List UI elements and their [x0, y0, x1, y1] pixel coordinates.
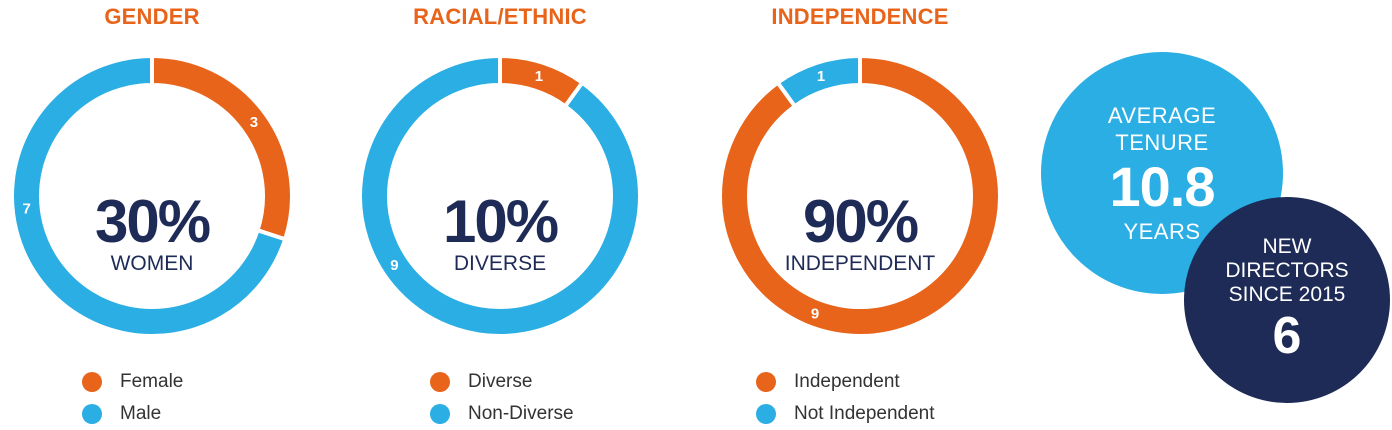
- legend-label: Not Independent: [794, 403, 935, 424]
- legend-label: Independent: [794, 371, 900, 392]
- legend-item-diverse: Diverse: [430, 366, 574, 398]
- legend-swatch: [756, 404, 776, 424]
- center-percentage: 90%: [802, 188, 919, 255]
- donut-center: 30% WOMEN: [2, 188, 302, 276]
- slice-label: 1: [817, 68, 825, 85]
- donut-slice-independent: [718, 53, 1002, 338]
- chart-title: GENDER: [104, 4, 200, 29]
- slice-label: 9: [390, 257, 398, 274]
- center-label: DIVERSE: [453, 252, 547, 275]
- center-percentage: 30%: [94, 188, 211, 255]
- legend-swatch: [430, 404, 450, 424]
- center-percentage: 10%: [442, 188, 559, 255]
- racial-ethnic-legend: Diverse Non-Diverse: [430, 366, 574, 430]
- legend-item-independent: Independent: [756, 366, 935, 398]
- legend-swatch: [430, 372, 450, 392]
- legend-label: Diverse: [468, 371, 533, 392]
- average-tenure-circle: AVERAGE TENURE 10.8 YEARS: [1041, 52, 1283, 294]
- legend-label: Male: [120, 403, 162, 424]
- donut-center: 10% DIVERSE: [350, 188, 650, 276]
- gender-donut-svg: 37: [10, 53, 294, 338]
- donut-slice-non-diverse: [358, 53, 642, 338]
- slice-label: 3: [250, 114, 258, 131]
- legend-item-non-diverse: Non-Diverse: [430, 398, 574, 430]
- directors-line3: SINCE 2015: [1228, 283, 1346, 306]
- donut-slice-male: [10, 53, 288, 338]
- legend-item-female: Female: [82, 366, 183, 398]
- center-label: INDEPENDENT: [784, 252, 936, 275]
- new-directors-circle: NEW DIRECTORS SINCE 2015 6: [1184, 197, 1390, 403]
- tenure-line1: AVERAGE: [1107, 102, 1217, 128]
- slice-label: 7: [22, 201, 30, 218]
- directors-line1: NEW: [1262, 235, 1312, 258]
- legend-label: Non-Diverse: [468, 403, 574, 424]
- tenure-unit: YEARS: [1123, 218, 1201, 244]
- donut-center: 90% INDEPENDENT: [710, 188, 1010, 276]
- directors-value: 6: [1272, 307, 1302, 365]
- independence-donut-svg: 19: [718, 53, 1002, 338]
- independence-legend: Independent Not Independent: [756, 366, 935, 430]
- center-label: WOMEN: [110, 252, 194, 275]
- legend-swatch: [82, 372, 102, 392]
- tenure-line2: TENURE: [1115, 129, 1209, 155]
- directors-line2: DIRECTORS: [1225, 259, 1349, 282]
- chart-title: RACIAL/ETHNIC: [413, 4, 587, 29]
- gender-legend: Female Male: [82, 366, 183, 430]
- racial-ethnic-donut-svg: 19: [358, 53, 642, 338]
- legend-item-male: Male: [82, 398, 183, 430]
- legend-label: Female: [120, 371, 184, 392]
- legend-swatch: [756, 372, 776, 392]
- legend-item-not-independent: Not Independent: [756, 398, 935, 430]
- legend-swatch: [82, 404, 102, 424]
- slice-label: 1: [535, 68, 543, 85]
- tenure-value: 10.8: [1109, 154, 1216, 218]
- slice-label: 9: [811, 306, 819, 323]
- chart-title: INDEPENDENCE: [771, 4, 949, 29]
